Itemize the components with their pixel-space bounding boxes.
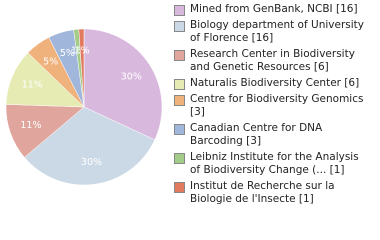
legend-label: Institut de Recherche sur la Biologie de… xyxy=(190,180,335,205)
legend-label: Canadian Centre for DNA Barcoding [3] xyxy=(190,122,323,147)
pie: 30%30%11%11%5%5%1%1% xyxy=(5,28,163,186)
slice-label: 30% xyxy=(121,71,142,82)
legend-swatch xyxy=(174,79,185,90)
legend-label: Research Center in Biodiversity and Gene… xyxy=(190,48,355,73)
slice-label: 11% xyxy=(22,80,43,91)
legend-item: Naturalis Biodiversity Center [6] xyxy=(172,77,372,90)
legend-item: Canadian Centre for DNA Barcoding [3] xyxy=(172,122,372,148)
slice-label: 11% xyxy=(20,120,41,131)
legend-swatch xyxy=(174,95,185,106)
legend-item: Leibniz Institute for the Analysis of Bi… xyxy=(172,151,372,177)
legend-label: Biology department of University of Flor… xyxy=(190,19,364,44)
legend-swatch xyxy=(174,124,185,135)
legend-swatch xyxy=(174,5,185,16)
legend-swatch xyxy=(174,182,185,193)
legend-item: Institut de Recherche sur la Biologie de… xyxy=(172,180,372,206)
legend-label: Naturalis Biodiversity Center [6] xyxy=(190,77,360,89)
slice-label: 1% xyxy=(71,46,86,57)
slice-label: 5% xyxy=(43,56,58,67)
slice-label: 1% xyxy=(75,45,90,56)
pie-slice xyxy=(83,28,163,141)
legend-label: Leibniz Institute for the Analysis of Bi… xyxy=(190,151,359,176)
legend-item: Mined from GenBank, NCBI [16] xyxy=(172,3,372,16)
legend-item: Centre for Biodiversity Genomics [3] xyxy=(172,93,372,119)
pie-slice xyxy=(24,106,156,186)
legend-label: Mined from GenBank, NCBI [16] xyxy=(190,3,358,15)
legend-item: Biology department of University of Flor… xyxy=(172,19,372,45)
legend-swatch xyxy=(174,50,185,61)
legend: Mined from GenBank, NCBI [16] Biology dep… xyxy=(172,3,372,209)
legend-item: Research Center in Biodiversity and Gene… xyxy=(172,48,372,74)
slice-label: 30% xyxy=(81,157,102,168)
legend-swatch xyxy=(174,153,185,164)
pie-slice xyxy=(78,28,85,108)
slice-label: 5% xyxy=(60,48,75,59)
legend-swatch xyxy=(174,21,185,32)
legend-label: Centre for Biodiversity Genomics [3] xyxy=(190,93,364,118)
